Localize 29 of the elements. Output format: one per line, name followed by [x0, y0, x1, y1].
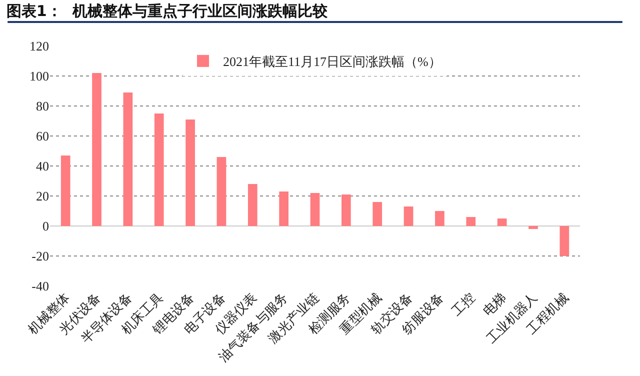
bar — [404, 206, 414, 226]
bar — [216, 157, 226, 226]
bar — [248, 184, 258, 226]
bar — [342, 194, 351, 226]
bar — [466, 217, 476, 226]
bar — [310, 193, 320, 226]
bar — [92, 73, 102, 226]
y-tick-label: -20 — [32, 248, 49, 264]
y-tick-label: -40 — [32, 278, 49, 294]
bar — [528, 226, 538, 229]
bar — [123, 92, 133, 226]
bar — [154, 114, 164, 226]
x-tick-label: 工控 — [448, 290, 478, 319]
y-tick-label: 60 — [36, 128, 49, 144]
bar — [372, 202, 382, 226]
y-tick-label: 80 — [36, 98, 49, 114]
y-tick-label: 40 — [36, 158, 49, 174]
bar — [560, 226, 570, 256]
bar — [497, 218, 507, 226]
y-tick-label: 20 — [36, 188, 49, 204]
bar — [279, 192, 288, 226]
y-tick-label: 100 — [30, 68, 49, 84]
bar — [186, 120, 195, 226]
bar — [60, 156, 70, 226]
bar — [435, 211, 444, 226]
legend-label: 2021年截至11月17日区间涨跌幅（%） — [223, 54, 442, 70]
y-tick-label: 120 — [30, 38, 49, 54]
chart-title: 图表1： 机械整体与重点子行业区间涨跌幅比较 — [6, 2, 328, 20]
y-tick-label: 0 — [42, 218, 49, 234]
